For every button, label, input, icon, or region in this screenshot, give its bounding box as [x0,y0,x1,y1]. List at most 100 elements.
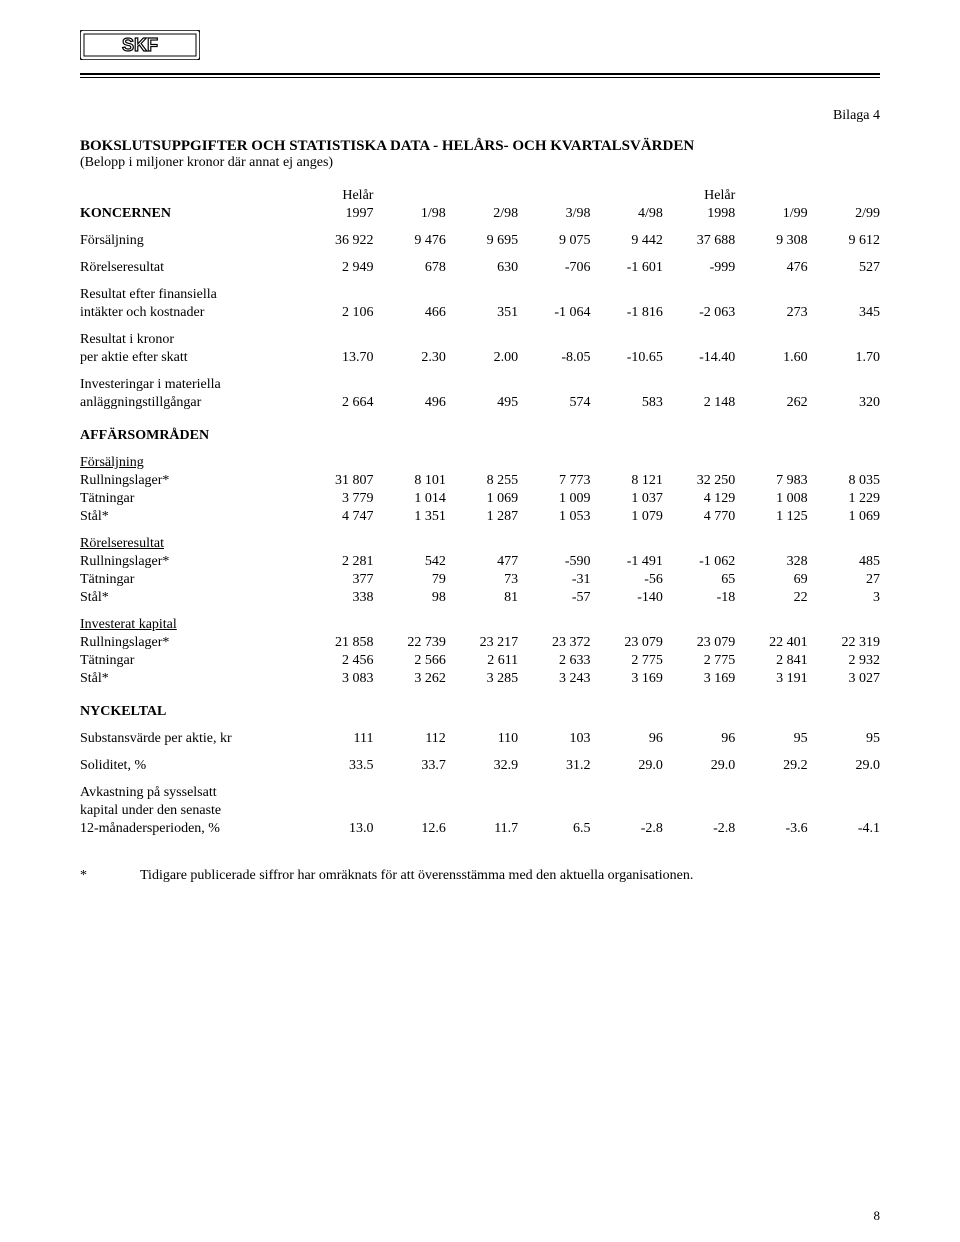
cell: 96 [591,721,663,748]
cell: 95 [808,721,880,748]
cell: 320 [808,394,880,412]
cell: 1 351 [373,508,445,526]
cell: 273 [735,304,807,322]
cell: -140 [591,589,663,607]
table-row: Stål*3 0833 2623 2853 2433 1693 1693 191… [80,670,880,688]
cell: 29.2 [735,748,807,775]
cell: 6.5 [518,820,590,838]
cell: 3 027 [808,670,880,688]
footnote: * Tidigare publicerade siffror har omräk… [80,868,880,884]
table-row: Stål*4 7471 3511 2871 0531 0794 7701 125… [80,508,880,526]
row-label: Rullningslager* [80,472,301,490]
svg-text:SKF: SKF [122,35,158,55]
attachment-label: Bilaga 4 [80,108,880,124]
cell: 495 [446,394,518,412]
table-row: Investerat kapital [80,607,880,634]
cell: 32 250 [663,472,735,490]
col-period: 1997 [301,205,373,223]
cell: 1 079 [591,508,663,526]
table-row: Tätningar3777973-31-56656927 [80,571,880,589]
row-label: Stål* [80,589,301,607]
cell: 2 106 [301,304,373,322]
cell: 328 [735,553,807,571]
row-label: Substansvärde per aktie, kr [80,721,301,748]
skf-logo: SKF [80,30,880,65]
col-period: 1/99 [735,205,807,223]
table-row: anläggningstillgångar 2 6644964955745832… [80,394,880,412]
page-number: 8 [874,1208,881,1224]
cell: 466 [373,304,445,322]
cell: 2 566 [373,652,445,670]
cell: 2 949 [301,250,373,277]
header-row-1: Helår Helår [80,187,880,205]
cell: 338 [301,589,373,607]
cell: 36 922 [301,223,373,250]
cell: 3 285 [446,670,518,688]
cell: 9 476 [373,223,445,250]
doc-subtitle: (Belopp i miljoner kronor där annat ej a… [80,155,880,171]
cell: -1 601 [591,250,663,277]
cell: 351 [446,304,518,322]
cell: -1 064 [518,304,590,322]
cell: -590 [518,553,590,571]
cell: 2 775 [591,652,663,670]
cell: -999 [663,250,735,277]
cell: 2.30 [373,349,445,367]
cell: 37 688 [663,223,735,250]
cell: 1 069 [446,490,518,508]
cell: 29.0 [663,748,735,775]
cell: 2 281 [301,553,373,571]
table-row: Resultat efter finansiella [80,277,880,304]
cell: 29.0 [591,748,663,775]
cell: 31 807 [301,472,373,490]
row-label: Soliditet, % [80,748,301,775]
cell: 9 442 [591,223,663,250]
cell: 29.0 [808,748,880,775]
cell: 574 [518,394,590,412]
cell: -3.6 [735,820,807,838]
table-row: Rörelseresultat 2 949678630-706-1 601-99… [80,250,880,277]
row-label: 12-månadersperioden, % [80,820,301,838]
row-label: Tätningar [80,490,301,508]
col-period: 2/99 [808,205,880,223]
cell: 3 262 [373,670,445,688]
header-row-2: KONCERNEN 1997 1/98 2/98 3/98 4/98 1998 … [80,205,880,223]
cell: 3 169 [591,670,663,688]
cell: -4.1 [808,820,880,838]
cell: 81 [446,589,518,607]
footnote-text: Tidigare publicerade siffror har omräkna… [140,868,693,884]
subsection-invkap: Investerat kapital [80,607,301,634]
cell: 23 372 [518,634,590,652]
cell: 11.7 [446,820,518,838]
cell: 2 932 [808,652,880,670]
subsection-rorelse: Rörelseresultat [80,526,301,553]
cell: 477 [446,553,518,571]
cell: 23 217 [446,634,518,652]
cell: 23 079 [663,634,735,652]
cell: 95 [735,721,807,748]
cell: 2 664 [301,394,373,412]
cell: 583 [591,394,663,412]
table-row: per aktie efter skatt 13.702.302.00-8.05… [80,349,880,367]
col-period: 4/98 [591,205,663,223]
cell: -1 491 [591,553,663,571]
cell: 13.0 [301,820,373,838]
table-row: Substansvärde per aktie, kr1111121101039… [80,721,880,748]
table-row: intäkter och kostnader 2 106466351-1 064… [80,304,880,322]
financial-table: Helår Helår KONCERNEN 1997 1/98 2/98 3/9… [80,187,880,838]
cell: 112 [373,721,445,748]
cell: -57 [518,589,590,607]
table-row: 12-månadersperioden, %13.012.611.76.5-2.… [80,820,880,838]
cell: 1 069 [808,508,880,526]
cell: 1 008 [735,490,807,508]
row-label: Tätningar [80,571,301,589]
col-header-helar-right: Helår [663,187,735,205]
cell: 9 695 [446,223,518,250]
cell: 22 [735,589,807,607]
table-row: AFFÄRSOMRÅDEN [80,412,880,445]
cell: 103 [518,721,590,748]
cell: 630 [446,250,518,277]
table-row: NYCKELTAL [80,688,880,721]
table-row: Soliditet, %33.533.732.931.229.029.029.2… [80,748,880,775]
cell: 2 611 [446,652,518,670]
